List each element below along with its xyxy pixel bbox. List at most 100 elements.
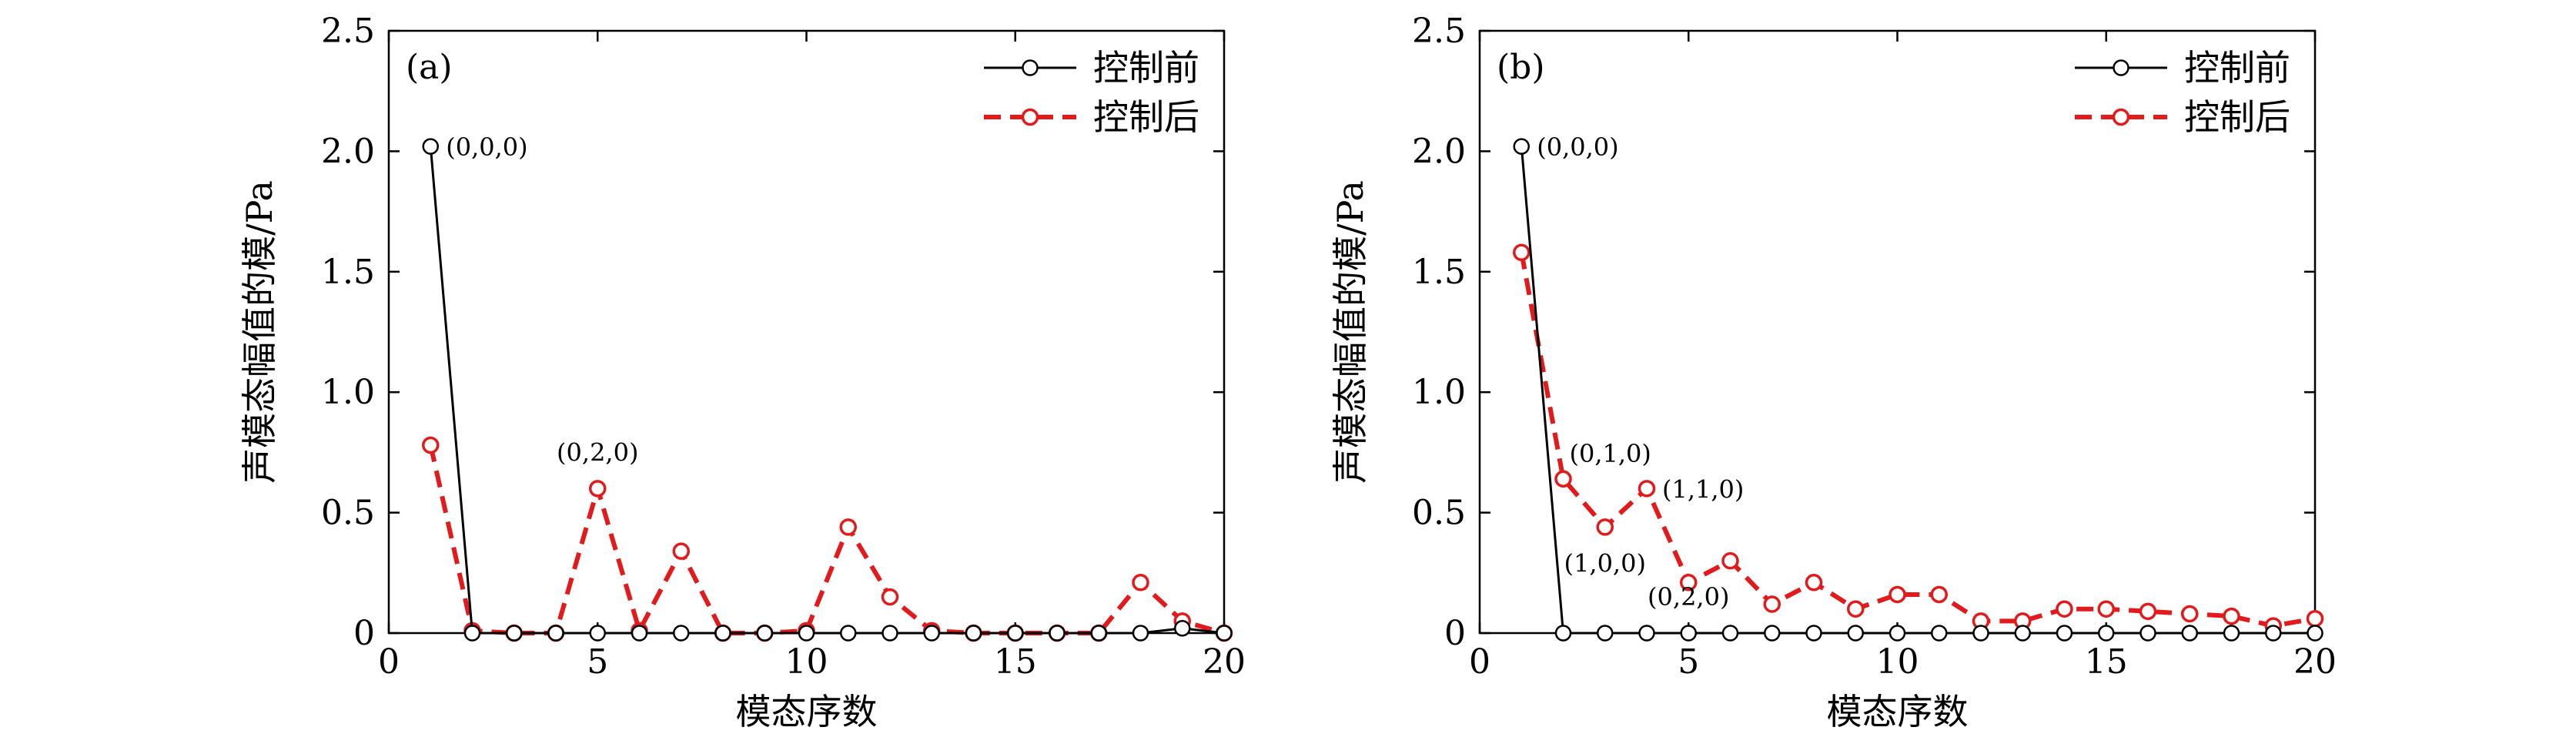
y-tick-label: 0.5 <box>321 494 375 533</box>
data-point <box>547 625 564 642</box>
data-point <box>2097 600 2115 618</box>
data-point <box>1132 625 1149 642</box>
data-point <box>1680 574 1698 591</box>
data-point <box>2306 609 2324 628</box>
y-tick-label: 2.5 <box>321 12 375 51</box>
legend-label: 控制后 <box>1093 96 1199 138</box>
x-tick-label: 0 <box>1469 642 1490 682</box>
x-tick-label: 10 <box>1876 642 1919 682</box>
data-point <box>1216 625 1233 642</box>
legend-entry: 控制前 <box>984 47 1199 89</box>
data-point <box>1847 625 1864 642</box>
x-tick-label: 5 <box>587 642 608 682</box>
mode-annotation: (0,2,0) <box>1648 582 1729 612</box>
data-point <box>672 542 690 560</box>
x-tick-label: 15 <box>994 642 1037 682</box>
legend-label: 控制后 <box>2184 96 2290 138</box>
data-point <box>1721 551 1739 570</box>
chart-panel-a: 0 5 10 15 20 0 0.5 1.0 1.5 2.0 2.5 模态序数 声模态幅值的模/Pa (a… <box>239 12 1246 732</box>
data-point <box>965 625 982 642</box>
mode-annotation: (0,2,0) <box>557 437 638 467</box>
data-point <box>2223 607 2240 625</box>
data-point <box>2307 625 2323 642</box>
legend-marker <box>2112 108 2130 126</box>
y-tick-label: 2.0 <box>1412 132 1466 171</box>
mode-annotation: (0,0,0) <box>446 132 527 162</box>
data-point <box>1805 574 1823 591</box>
data-point <box>1638 480 1656 498</box>
series-line <box>428 444 1225 637</box>
data-point <box>1889 625 1906 642</box>
data-point <box>1805 625 1822 642</box>
data-point <box>798 625 815 642</box>
y-tick-label: 2.0 <box>321 132 375 171</box>
series-after <box>1513 243 2324 635</box>
data-point <box>2098 625 2115 642</box>
series-before <box>422 138 1233 642</box>
x-tick-label: 15 <box>2085 642 2128 682</box>
data-point <box>2056 625 2073 642</box>
y-tick-label: 1.0 <box>321 373 375 412</box>
data-point <box>673 625 690 642</box>
data-point <box>1132 574 1149 591</box>
data-point <box>2265 625 2282 642</box>
data-point <box>1763 595 1781 613</box>
data-point <box>2223 625 2240 642</box>
data-point <box>2181 625 2198 642</box>
legend-label: 控制前 <box>2184 47 2290 89</box>
series-before <box>1513 138 2323 642</box>
y-axis-label: 声模态幅值的模/Pa <box>239 180 280 484</box>
mode-annotation: (0,1,0) <box>1570 439 1651 468</box>
data-point <box>882 625 898 642</box>
data-point <box>422 436 440 454</box>
data-point <box>589 625 606 642</box>
legend-entry: 控制前 <box>2075 47 2290 89</box>
x-tick-label: 5 <box>1678 642 1699 682</box>
data-point <box>1554 625 1572 642</box>
x-tick-label: 0 <box>378 642 400 682</box>
x-axis-label: 模态序数 <box>1827 691 1969 732</box>
data-point <box>463 625 481 642</box>
data-point <box>839 518 857 536</box>
data-point <box>1931 625 1948 642</box>
y-tick-label: 1.5 <box>321 253 375 292</box>
data-point <box>881 588 899 606</box>
data-point <box>1513 243 1531 262</box>
y-axis-label: 声模态幅值的模/Pa <box>1330 180 1371 484</box>
data-point <box>631 625 648 642</box>
data-point <box>714 625 731 642</box>
data-point <box>1554 470 1572 488</box>
data-point <box>2181 605 2199 623</box>
data-point <box>1721 625 1739 642</box>
data-point <box>1764 625 1781 642</box>
data-point <box>589 480 607 498</box>
data-point <box>422 138 439 155</box>
data-point <box>923 625 940 642</box>
y-tick-label: 0 <box>1444 614 1466 653</box>
mode-annotation: (1,0,0) <box>1564 548 1646 578</box>
data-point <box>1090 625 1107 642</box>
data-point <box>1049 625 1066 642</box>
data-point <box>2014 625 2031 642</box>
x-tick-label: 10 <box>785 642 828 682</box>
data-point <box>840 625 857 642</box>
data-point <box>1680 625 1697 642</box>
data-point <box>1174 619 1191 637</box>
x-tick-label: 20 <box>1203 642 1246 682</box>
panel-label: (b) <box>1497 48 1545 87</box>
legend-marker <box>1022 59 1039 76</box>
legend-marker <box>1021 108 1039 126</box>
data-point <box>2139 625 2156 642</box>
data-point <box>2056 600 2073 618</box>
mode-annotation: (0,0,0) <box>1537 132 1618 162</box>
data-point <box>1007 625 1024 642</box>
legend-marker <box>2113 59 2129 76</box>
series-line <box>429 146 1225 635</box>
y-tick-label: 0.5 <box>1412 494 1466 533</box>
data-point <box>506 625 523 642</box>
data-point <box>1847 600 1865 618</box>
data-point <box>756 625 773 642</box>
data-point <box>1889 585 1906 604</box>
